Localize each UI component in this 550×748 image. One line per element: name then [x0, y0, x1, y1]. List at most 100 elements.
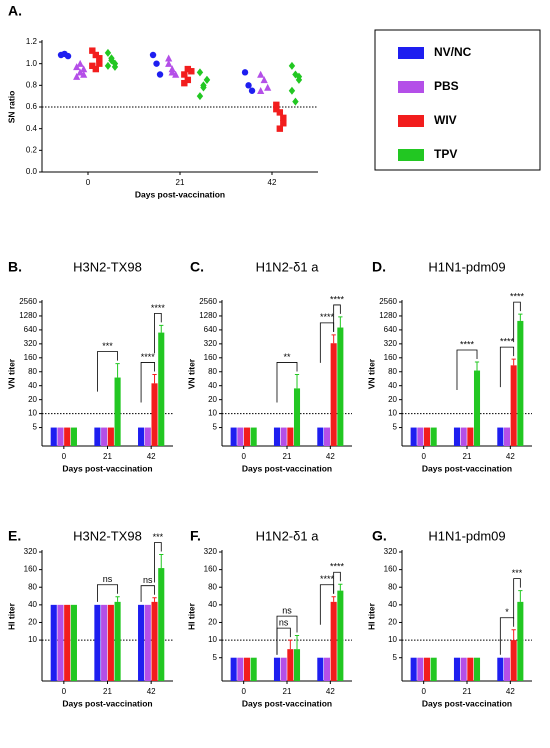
error-bar	[288, 639, 293, 650]
significance-label: **	[283, 352, 291, 362]
y-tick-label: 40	[388, 381, 397, 390]
bar	[144, 604, 151, 681]
x-axis-label: Days post-vaccination	[422, 698, 512, 708]
y-tick-label: 80	[388, 582, 397, 591]
significance-label: ****	[320, 574, 335, 584]
bar	[287, 427, 294, 446]
bar	[423, 427, 431, 446]
significance-label: ****	[320, 312, 335, 322]
significance-bracket	[499, 346, 515, 388]
bar	[460, 427, 467, 446]
bar	[101, 604, 108, 681]
bar	[243, 427, 251, 446]
y-tick-label: 10	[28, 635, 37, 644]
y-tick-label: 40	[28, 381, 37, 390]
y-tick-label: 5	[213, 653, 218, 662]
panel-title: H1N2-δ1 a	[256, 528, 320, 543]
significance-label: ns	[282, 605, 292, 615]
y-tick-label: 320	[204, 339, 218, 348]
error-bar	[115, 363, 120, 378]
bar	[417, 427, 424, 446]
y-tick-label: 40	[388, 600, 397, 609]
significance-bracket	[499, 617, 515, 655]
x-axis-label: Days post-vaccination	[62, 463, 152, 473]
legend-label: NV/NC	[434, 45, 472, 59]
y-tick-label: 320	[204, 547, 218, 556]
error-bar	[294, 634, 300, 650]
bar	[138, 604, 145, 681]
y-tick-label: 160	[384, 565, 398, 574]
x-tick-label: 0	[421, 687, 426, 696]
significance-bracket	[97, 351, 118, 392]
bar	[107, 427, 114, 446]
legend-swatch	[398, 149, 424, 161]
y-tick-label: 20	[388, 395, 397, 404]
x-axis-label: Days post-vaccination	[62, 698, 152, 708]
bar	[114, 601, 121, 681]
bar	[151, 601, 158, 681]
point	[108, 56, 115, 65]
x-tick-label: 42	[147, 687, 156, 696]
point	[273, 101, 280, 109]
panel-letter: E.	[8, 528, 21, 544]
x-tick-label: 21	[176, 178, 185, 187]
point	[76, 59, 84, 67]
point	[104, 61, 112, 70]
y-tick-label: 0.2	[26, 145, 38, 154]
y-tick-label: 80	[28, 582, 37, 591]
bar	[237, 427, 244, 446]
y-tick-label: 80	[208, 367, 217, 376]
y-tick-label: 5	[393, 653, 398, 662]
y-tick-label: 20	[208, 618, 217, 627]
bar	[323, 657, 331, 681]
point	[64, 52, 72, 60]
bar	[453, 657, 461, 681]
y-axis-label: VN titer	[366, 358, 376, 389]
y-tick-label: 1280	[379, 311, 397, 320]
point	[181, 79, 188, 87]
point	[92, 51, 100, 59]
x-tick-label: 0	[86, 178, 91, 187]
y-tick-label: 5	[213, 423, 218, 432]
point	[257, 70, 265, 78]
error-bar	[518, 590, 523, 602]
bar	[243, 657, 251, 681]
error-bar	[152, 597, 157, 602]
y-axis-label: VN titer	[186, 358, 196, 389]
y-tick-label: 10	[388, 409, 397, 418]
significance-bracket	[154, 313, 162, 354]
y-tick-label: 0.6	[26, 102, 38, 111]
y-tick-label: 1.2	[26, 37, 38, 46]
x-tick-label: 21	[463, 452, 472, 461]
significance-bracket	[513, 301, 521, 343]
bar	[230, 427, 237, 446]
significance-label: ***	[102, 341, 113, 351]
point	[168, 68, 176, 76]
y-tick-label: 10	[208, 409, 217, 418]
bar	[317, 427, 324, 446]
y-tick-label: 20	[388, 618, 397, 627]
y-axis-label: VN titer	[6, 358, 16, 389]
bar	[497, 657, 504, 681]
point	[264, 83, 272, 91]
point	[184, 76, 192, 84]
point	[89, 62, 96, 70]
panel-letter: B.	[8, 259, 22, 275]
point	[80, 70, 88, 78]
legend-box	[374, 29, 541, 171]
y-tick-label: 320	[24, 547, 38, 556]
error-bar	[518, 313, 523, 321]
x-axis-label: Days post-vaccination	[242, 463, 332, 473]
bar	[460, 657, 467, 681]
x-tick-label: 0	[421, 452, 426, 461]
point	[153, 60, 160, 67]
point	[188, 68, 195, 75]
point	[181, 71, 188, 78]
bar	[330, 601, 337, 681]
bar	[151, 383, 158, 446]
point	[196, 92, 204, 101]
bar	[410, 427, 417, 446]
bar	[114, 377, 121, 446]
point	[92, 65, 100, 73]
